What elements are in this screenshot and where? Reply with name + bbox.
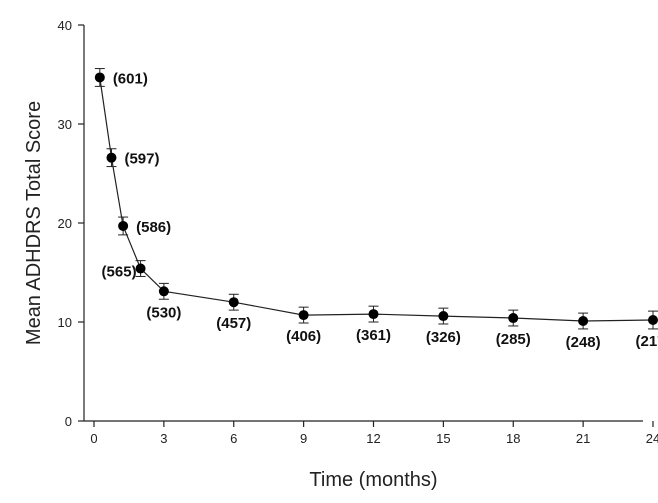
y-tick-label: 40 [58,18,72,33]
data-label: (457) [216,315,251,332]
data-label: (217) [635,333,658,350]
x-tick-label: 0 [90,431,97,446]
x-tick-label: 12 [366,431,380,446]
data-point [298,310,309,321]
data-point [158,286,169,297]
series-layer: (601) (597) (586) (565) (530) (457) (406) (361)… [94,68,658,351]
data-label: (530) [146,304,181,321]
y-tick-label: 10 [58,315,72,330]
y-ticks: 0 10 20 30 40 [58,18,84,429]
y-tick-label: 30 [58,117,72,132]
x-axis-title: Time (months) [309,469,437,491]
x-ticks: 0 3 6 9 12 15 18 21 24 [90,421,658,446]
data-point [94,72,105,83]
data-label: (361) [356,327,391,344]
data-label: (586) [136,219,171,236]
x-tick-label: 15 [436,431,450,446]
data-label: (406) [286,328,321,345]
y-tick-label: 0 [65,414,72,429]
data-point [578,316,589,327]
series-line [99,77,654,322]
data-label: (248) [566,334,601,351]
data-point [118,220,129,231]
x-tick-label: 18 [506,431,520,446]
data-point [106,152,117,163]
data-label: (597) [124,151,159,168]
data-label: (601) [113,70,148,87]
y-axis-title: Mean ADHDRS Total Score [23,101,45,345]
x-tick-label: 9 [300,431,307,446]
data-label: (326) [426,329,461,346]
data-point [228,297,239,308]
data-point [135,263,146,274]
x-tick-label: 3 [160,431,167,446]
x-tick-label: 21 [576,431,590,446]
data-point [508,313,519,324]
data-point [438,311,449,322]
data-label: (285) [496,331,531,348]
data-label: (565) [102,264,137,281]
data-point [648,315,658,326]
x-tick-label: 6 [230,431,237,446]
x-tick-label: 24 [646,431,658,446]
data-point [368,309,379,320]
y-tick-label: 20 [58,216,72,231]
